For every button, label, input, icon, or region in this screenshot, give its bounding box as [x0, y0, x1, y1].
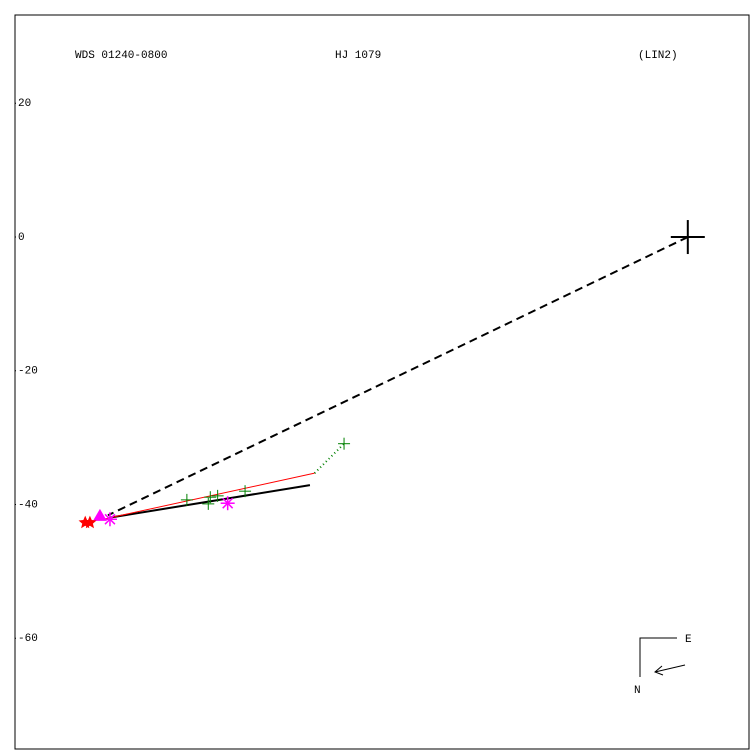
plot-frame	[14, 14, 750, 750]
title-right: (LIN2)	[638, 50, 678, 62]
compass-arrow-head	[654, 665, 664, 676]
title-center: HJ 1079	[335, 50, 381, 62]
compass-east: E	[685, 634, 692, 646]
y-tick-label: 0	[18, 232, 25, 244]
title-left: WDS 01240-0800	[75, 50, 167, 62]
marker-stroke	[222, 497, 234, 509]
marker-plus	[204, 491, 217, 504]
marker-plus	[211, 489, 224, 502]
compass: E N	[634, 634, 692, 697]
compass-axes	[639, 637, 677, 677]
orbit-line	[99, 472, 315, 521]
orbit-line	[107, 484, 311, 519]
marker-shape	[92, 508, 107, 521]
y-tick-label: -20	[18, 366, 38, 378]
marker-cross	[670, 220, 705, 255]
marker-star	[83, 515, 97, 529]
marker-shape	[83, 515, 97, 529]
marker-stroke	[104, 513, 116, 525]
y-tick-label: -60	[18, 633, 38, 645]
marker-plus	[202, 497, 215, 510]
marker-plus	[239, 485, 252, 498]
compass-north: N	[634, 685, 641, 697]
marker-asterisk	[220, 496, 235, 511]
orbit-line	[107, 236, 689, 517]
y-tick-label: -40	[18, 499, 38, 511]
marker-triangle	[92, 508, 107, 521]
compass-arrow	[654, 664, 686, 673]
orbit-line	[313, 442, 345, 474]
marker-plus	[338, 437, 351, 450]
y-tick-label: 20	[18, 98, 31, 110]
marker-plus	[180, 493, 193, 506]
